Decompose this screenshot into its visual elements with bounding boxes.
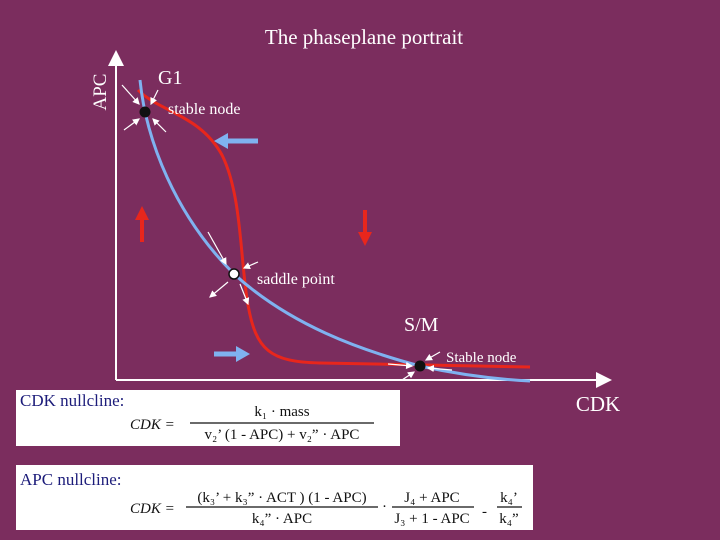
point-label: G1	[158, 67, 182, 89]
formula-denominator: k₄”	[499, 511, 518, 527]
y-axis-label: APC	[90, 74, 111, 111]
flow-arrows	[135, 133, 372, 362]
formula-box	[16, 465, 533, 530]
formula-numerator: (k₃’ + k₃” · ACT ) (1 - APC)	[197, 490, 366, 506]
box-label: APC nullcline:	[20, 470, 122, 489]
apc-nullcline-curve	[136, 88, 531, 369]
formula-lhs: CDK =	[130, 501, 175, 517]
formula-numerator: k₄’	[500, 490, 518, 506]
x-axis-label: CDK	[576, 392, 620, 416]
formula-denominator: v₂’ (1 - APC) + v₂” · APC	[205, 427, 360, 443]
box-label: CDK nullcline:	[20, 391, 124, 410]
formula-denominator: k₄” · APC	[252, 511, 312, 527]
local-arrows	[121, 84, 453, 381]
sm-point	[414, 360, 426, 372]
saddle-point	[228, 268, 240, 280]
formula-operator: ·	[382, 499, 387, 515]
cdk-nullcline-curve	[138, 79, 531, 383]
point-label: saddle point	[257, 271, 335, 288]
point-label: S/M	[404, 314, 439, 336]
g1-point	[139, 106, 151, 118]
formula-lhs: CDK =	[130, 417, 175, 433]
formula-box	[16, 390, 400, 446]
point-note: Stable node	[446, 350, 517, 366]
formula-denominator: J₃ + 1 - APC	[394, 511, 469, 527]
title: The phaseplane portrait	[265, 25, 463, 49]
formula-numerator: J₄ + APC	[404, 490, 459, 506]
point-note: stable node	[168, 101, 240, 118]
formula-operator: -	[482, 504, 487, 520]
formula-numerator: k₁ · mass	[254, 404, 309, 420]
